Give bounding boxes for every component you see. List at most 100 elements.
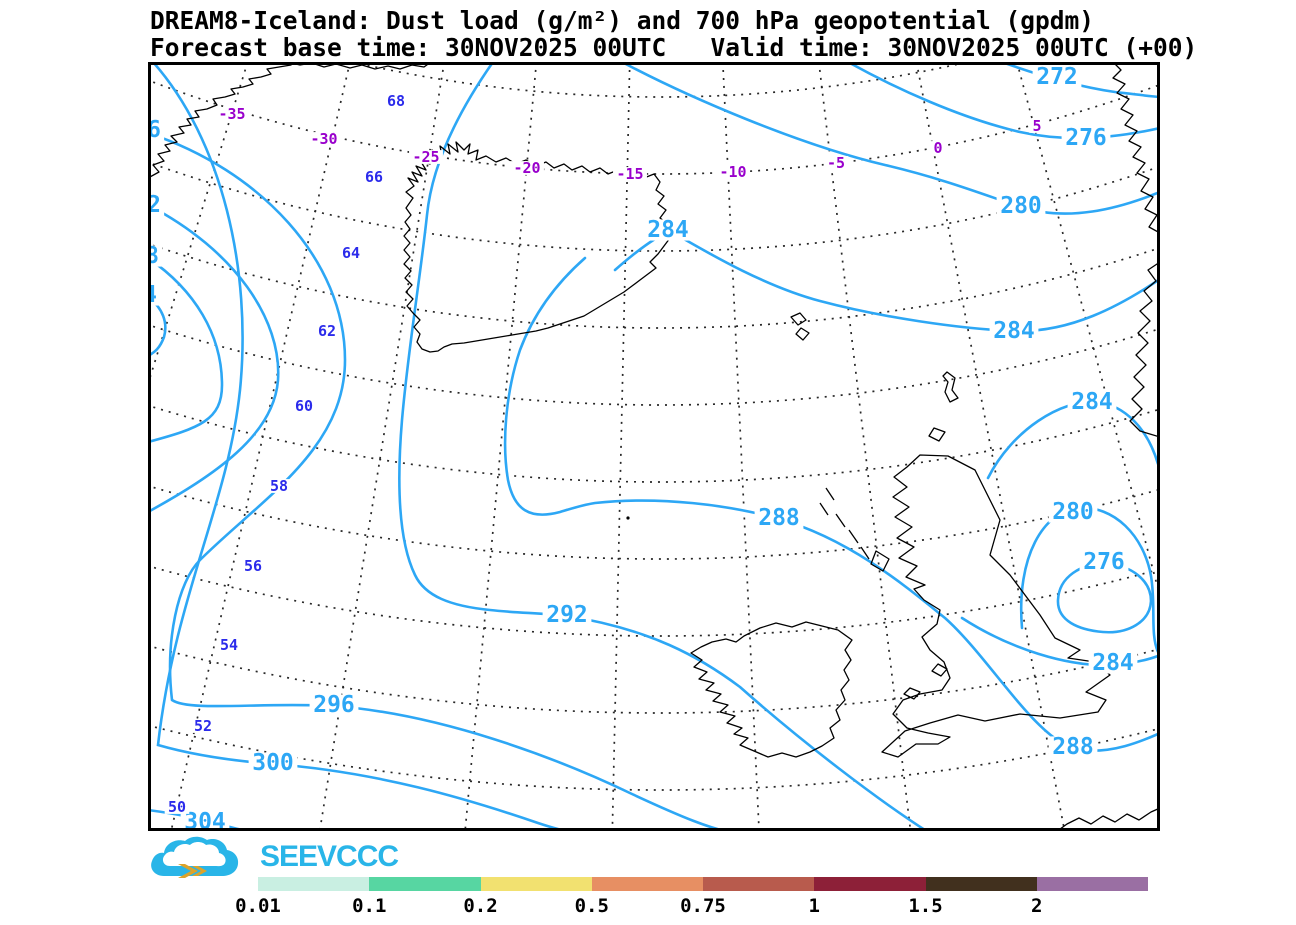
coast-shetland bbox=[942, 371, 959, 403]
latitude-label-backing bbox=[240, 559, 266, 573]
contour-label-288: 288 bbox=[758, 505, 800, 531]
longitude-label: -15 bbox=[616, 165, 643, 183]
coast-isle-of-man bbox=[931, 663, 948, 677]
colorbar-segment-2 bbox=[1036, 877, 1148, 891]
longitude-label: -10 bbox=[719, 163, 746, 181]
parallel-gridline bbox=[148, 564, 1160, 637]
contour-label-292: 292 bbox=[546, 602, 588, 628]
longitude-label: 0 bbox=[933, 139, 942, 157]
coast-norway-north bbox=[1112, 62, 1160, 234]
contour-284 bbox=[148, 295, 167, 358]
contour-label-284: 284 bbox=[1071, 389, 1113, 415]
longitude-label: -35 bbox=[218, 105, 245, 123]
parallel-gridline bbox=[148, 484, 1160, 560]
latitude-label: 62 bbox=[318, 322, 336, 340]
colorbar-tick-label: 0.75 bbox=[680, 895, 726, 917]
latitude-label-backing bbox=[361, 170, 387, 184]
contour-label-272: 272 bbox=[1036, 64, 1078, 90]
contour-label-284-backing bbox=[643, 219, 693, 241]
latitude-label-backing bbox=[216, 638, 242, 652]
latitude-label-backing bbox=[338, 246, 364, 260]
contour-label-288-backing bbox=[1048, 736, 1098, 758]
longitude-label-backing bbox=[823, 156, 849, 170]
contour-label-296-backing bbox=[148, 119, 165, 141]
colorbar-tick-label: 0.01 bbox=[235, 895, 281, 917]
contour-label-276: 276 bbox=[1065, 125, 1107, 151]
meridian-gridline bbox=[817, 62, 912, 831]
contour-label-284-backing bbox=[1067, 391, 1117, 413]
longitude-label: -25 bbox=[412, 148, 439, 166]
longitude-label-backing bbox=[716, 165, 750, 179]
colorbar-segment-1 bbox=[814, 877, 926, 891]
contour-label-296: 6 bbox=[148, 117, 161, 143]
latitude-label-backing bbox=[314, 324, 340, 338]
longitude-label-backing bbox=[613, 167, 647, 181]
map-border bbox=[148, 62, 1160, 831]
contour-label-280-backing bbox=[1048, 501, 1098, 523]
page-title: DREAM8-Iceland: Dust load (g/m²) and 700… bbox=[150, 6, 1095, 35]
contour-272 bbox=[1000, 62, 1160, 99]
coast-skye bbox=[870, 550, 890, 572]
map-canvas: 272 276 280 284 284 288 288 292 6 296 300 304 8 2 4 284… bbox=[148, 62, 1160, 831]
longitude-labels: -35 -30 -25 -20 -15 -10 -5 0 5 bbox=[215, 105, 1045, 183]
latitude-label: 66 bbox=[365, 168, 383, 186]
colorbar-segment-0.1 bbox=[369, 877, 481, 891]
colorbar-tick-label: 1.5 bbox=[908, 895, 943, 917]
contour-label-276-backing bbox=[1061, 127, 1111, 149]
latitude-labels: 68 66 64 62 60 58 56 54 52 50 bbox=[164, 92, 409, 816]
page-subtitle: Forecast base time: 30NOV2025 00UTC Vali… bbox=[150, 33, 1198, 62]
longitude-label: 5 bbox=[1032, 117, 1041, 135]
contour-label-300-backing bbox=[248, 752, 298, 774]
contour-288 bbox=[503, 256, 1160, 753]
latitude-label: 54 bbox=[220, 636, 238, 654]
coast-hebrides-3 bbox=[835, 513, 846, 528]
latitude-label: 58 bbox=[270, 477, 288, 495]
latitude-label: 64 bbox=[342, 244, 360, 262]
geopotential-contours bbox=[148, 62, 1160, 831]
contour-label-276: 276 bbox=[1083, 549, 1125, 575]
contour-labels: 272 276 280 284 284 288 288 292 6 296 300 304 8 2 4 284… bbox=[148, 64, 1138, 831]
contour-label-288: 288 bbox=[1052, 734, 1094, 760]
coast-hebrides-4 bbox=[848, 529, 859, 544]
contour-280 bbox=[620, 62, 1160, 215]
contour-label-284-backing bbox=[148, 284, 161, 306]
contour-label-288-backing bbox=[754, 507, 804, 529]
colorbar-tick-label: 0.1 bbox=[352, 895, 387, 917]
longitude-label: -30 bbox=[310, 130, 337, 148]
contour-label-292-backing bbox=[148, 194, 165, 216]
contour-280 bbox=[1019, 506, 1160, 654]
latitude-label: 68 bbox=[387, 92, 405, 110]
seevccc-logo: SEEVCCC bbox=[148, 834, 399, 882]
contour-label-272-backing bbox=[1032, 66, 1082, 88]
latitude-label-backing bbox=[190, 719, 216, 733]
coast-norway-south bbox=[1129, 261, 1160, 438]
latitude-label: 52 bbox=[194, 717, 212, 735]
contour-label-296: 296 bbox=[313, 692, 355, 718]
contour-label-288: 8 bbox=[148, 243, 159, 269]
contour-label-300: 300 bbox=[252, 750, 294, 776]
longitude-label-backing bbox=[307, 132, 341, 146]
longitude-label-backing bbox=[409, 150, 443, 164]
longitude-label: -20 bbox=[513, 159, 540, 177]
colorbar-tick-label: 0.5 bbox=[574, 895, 609, 917]
coast-ireland bbox=[690, 621, 853, 758]
colorbar-segment-0.5 bbox=[591, 877, 703, 891]
longitude-label-backing bbox=[510, 161, 544, 175]
contour-label-284: 284 bbox=[647, 217, 689, 243]
contour-288 bbox=[148, 256, 224, 444]
longitude-label-backing bbox=[1029, 119, 1045, 133]
contour-292 bbox=[148, 203, 280, 514]
colorbar-tick-label: 0.2 bbox=[463, 895, 498, 917]
islet-speck bbox=[626, 516, 630, 520]
latitude-label: 60 bbox=[295, 397, 313, 415]
coast-faroe-2 bbox=[795, 327, 810, 341]
contour-label-276-backing bbox=[1079, 551, 1129, 573]
contour-label-284-backing bbox=[989, 320, 1039, 342]
contour-label-288-backing bbox=[148, 245, 163, 267]
contour-label-292-backing bbox=[542, 604, 592, 626]
coast-france bbox=[1056, 807, 1160, 831]
contour-label-304: 304 bbox=[184, 809, 226, 831]
contour-label-304-backing bbox=[180, 811, 230, 831]
meridian-gridline bbox=[721, 62, 760, 831]
